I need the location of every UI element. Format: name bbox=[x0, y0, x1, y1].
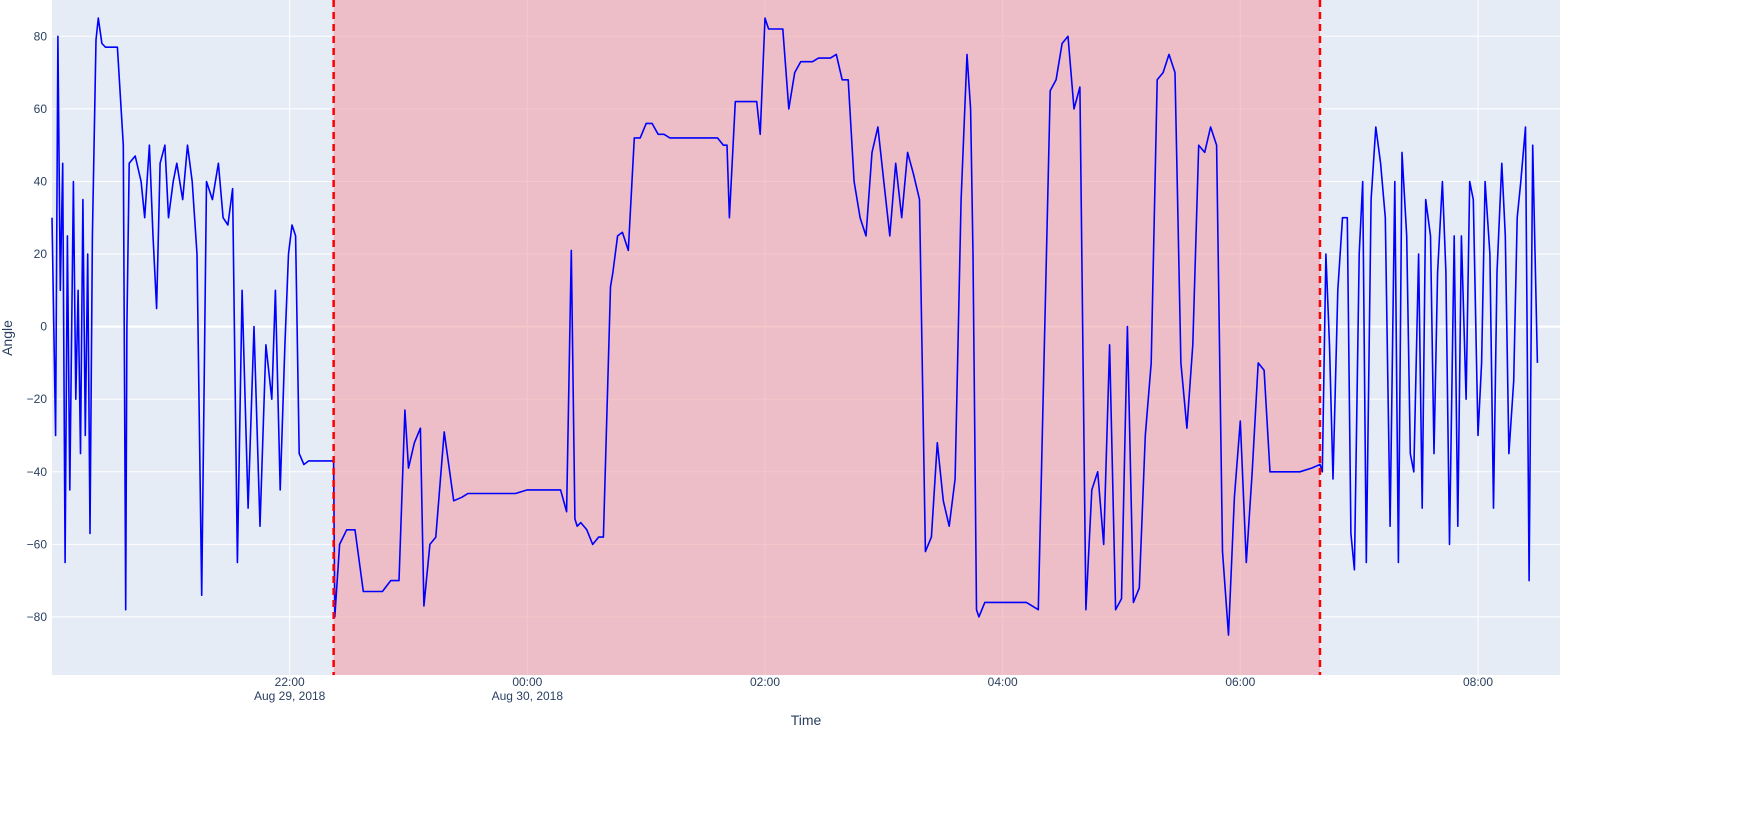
x-axis-title: Time bbox=[791, 712, 822, 728]
y-tick-label: 60 bbox=[34, 102, 48, 116]
y-axis-title: Angle bbox=[0, 320, 15, 356]
y-tick-label: 80 bbox=[34, 29, 48, 43]
y-tick-labels: −80 −60 −40 −20 0 20 40 60 80 bbox=[27, 29, 48, 624]
y-tick-label: −80 bbox=[27, 610, 48, 624]
highlight-region bbox=[333, 0, 1320, 675]
x-tick-date-label: Aug 30, 2018 bbox=[492, 689, 564, 703]
x-tick-label: 00:00 bbox=[512, 675, 542, 689]
x-tick-label: 22:00 bbox=[275, 675, 305, 689]
x-tick-label: 08:00 bbox=[1463, 675, 1493, 689]
x-tick-label: 06:00 bbox=[1225, 675, 1255, 689]
y-tick-label: 40 bbox=[34, 174, 48, 188]
y-tick-label: 0 bbox=[40, 320, 47, 334]
x-tick-date-label: Aug 29, 2018 bbox=[254, 689, 326, 703]
y-tick-label: −60 bbox=[27, 537, 48, 551]
y-tick-label: −40 bbox=[27, 465, 48, 479]
y-tick-label: 20 bbox=[34, 247, 48, 261]
angle-series-line bbox=[51, 17, 1539, 636]
x-tick-label: 02:00 bbox=[750, 675, 780, 689]
x-tick-label: 04:00 bbox=[988, 675, 1018, 689]
y-tick-label: −20 bbox=[27, 392, 48, 406]
